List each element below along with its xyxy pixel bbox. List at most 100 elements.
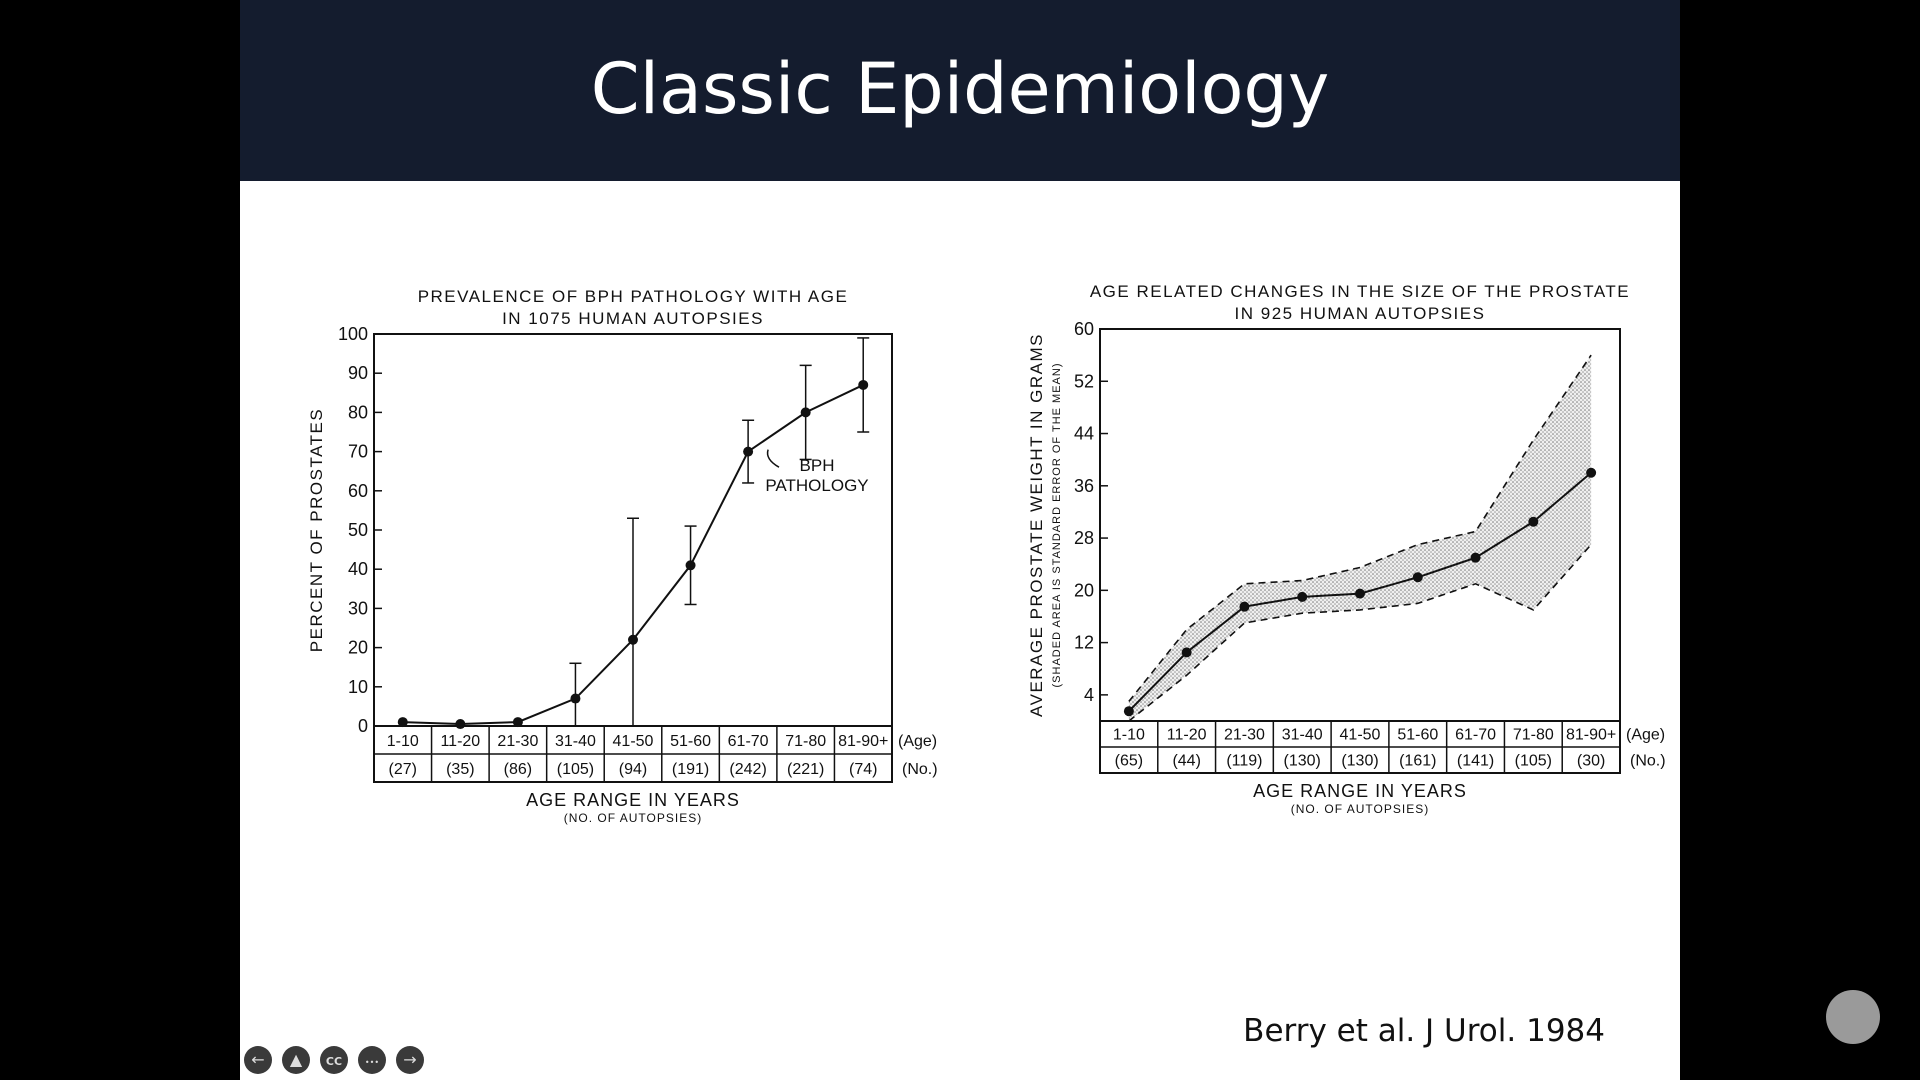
data-point bbox=[570, 693, 581, 704]
y-tick-label: 20 bbox=[348, 638, 368, 658]
y-tick-label: 60 bbox=[348, 481, 368, 501]
y-tick-label: 90 bbox=[348, 363, 368, 383]
autopsy-count-label: (35) bbox=[446, 761, 474, 778]
y-tick-label: 40 bbox=[348, 559, 368, 579]
arrow-left-icon: ← bbox=[251, 1050, 265, 1069]
age-category-label: 81-90+ bbox=[838, 733, 888, 750]
autopsy-count-label: (74) bbox=[849, 761, 877, 778]
chart-title: PREVALENCE OF BPH PATHOLOGY WITH AGE bbox=[418, 287, 849, 306]
autopsy-count-label: (105) bbox=[557, 761, 594, 778]
y-tick-label: 80 bbox=[348, 402, 368, 422]
y-tick-label: 44 bbox=[1074, 424, 1094, 444]
captions-button[interactable]: CC bbox=[320, 1046, 348, 1074]
autopsy-count-label: (130) bbox=[1341, 753, 1378, 770]
next-slide-button[interactable]: → bbox=[396, 1046, 424, 1074]
y-tick-label: 28 bbox=[1074, 528, 1094, 548]
age-category-label: 81-90+ bbox=[1566, 727, 1616, 744]
slide: Classic Epidemiology PREVALENCE OF BPH P… bbox=[240, 0, 1680, 1080]
y-tick-label: 52 bbox=[1074, 371, 1094, 391]
data-point bbox=[512, 717, 523, 728]
data-point bbox=[743, 446, 754, 457]
y-tick-label: 36 bbox=[1074, 476, 1094, 496]
age-row-label: (Age) bbox=[1626, 727, 1665, 744]
data-point bbox=[1181, 647, 1192, 658]
annotation-label: PATHOLOGY bbox=[765, 476, 868, 495]
y-tick-label: 60 bbox=[1074, 319, 1094, 339]
data-point bbox=[1528, 516, 1539, 527]
autopsy-count-label: (94) bbox=[619, 761, 647, 778]
ellipsis-icon: ••• bbox=[364, 1058, 380, 1067]
chart-subtitle: IN 1075 HUMAN AUTOPSIES bbox=[502, 309, 764, 328]
y-tick-label: 30 bbox=[348, 598, 368, 618]
y-tick-label: 12 bbox=[1074, 633, 1094, 653]
autopsy-count-label: (65) bbox=[1115, 753, 1143, 770]
age-row-label: (Age) bbox=[898, 733, 937, 750]
age-category-label: 61-70 bbox=[728, 733, 769, 750]
annotation-arrow bbox=[766, 449, 780, 468]
autopsy-count-label: (27) bbox=[389, 761, 417, 778]
age-category-label: 1-10 bbox=[387, 733, 419, 750]
data-point bbox=[1586, 467, 1597, 478]
citation: Berry et al. J Urol. 1984 bbox=[1243, 1013, 1605, 1049]
age-category-label: 31-40 bbox=[555, 733, 596, 750]
data-point bbox=[1123, 706, 1134, 717]
autopsy-count-label: (242) bbox=[729, 761, 766, 778]
data-point bbox=[397, 717, 408, 728]
y-tick-label: 100 bbox=[338, 324, 368, 344]
autopsy-count-label: (221) bbox=[787, 761, 824, 778]
chart-title: AGE RELATED CHANGES IN THE SIZE OF THE P… bbox=[1090, 282, 1630, 301]
y-tick-label: 10 bbox=[348, 677, 368, 697]
y-axis-sublabel: (SHADED AREA IS STANDARD ERROR OF THE ME… bbox=[1051, 363, 1063, 688]
data-point bbox=[800, 407, 811, 418]
age-category-label: 11-20 bbox=[440, 733, 480, 750]
y-tick-label: 4 bbox=[1084, 685, 1094, 705]
autopsy-count-label: (105) bbox=[1515, 753, 1552, 770]
y-axis-label: AVERAGE PROSTATE WEIGHT IN GRAMS bbox=[1027, 333, 1046, 717]
data-point bbox=[455, 719, 466, 730]
age-category-label: 1-10 bbox=[1113, 727, 1145, 744]
age-category-label: 41-50 bbox=[1340, 727, 1381, 744]
age-category-label: 71-80 bbox=[1513, 727, 1554, 744]
age-category-label: 21-30 bbox=[1224, 727, 1265, 744]
lower-error-line bbox=[1128, 544, 1592, 722]
more-options-button[interactable]: ••• bbox=[358, 1046, 386, 1074]
data-point bbox=[858, 379, 869, 390]
x-axis-label: AGE RANGE IN YEARS bbox=[1253, 781, 1467, 801]
x-axis-sublabel: (NO. OF AUTOPSIES) bbox=[564, 811, 702, 825]
pointer-icon: ▲ bbox=[289, 1050, 303, 1069]
autopsy-count-label: (130) bbox=[1284, 753, 1321, 770]
bph-prevalence-chart: PREVALENCE OF BPH PATHOLOGY WITH AGE IN 1… bbox=[307, 287, 938, 825]
annotation-label: BPH bbox=[800, 456, 835, 475]
age-category-label: 51-60 bbox=[670, 733, 711, 750]
age-category-label: 51-60 bbox=[1397, 727, 1438, 744]
age-category-label: 71-80 bbox=[785, 733, 826, 750]
data-point bbox=[1470, 552, 1481, 563]
prev-slide-button[interactable]: ← bbox=[244, 1046, 272, 1074]
autopsy-count-label: (119) bbox=[1226, 753, 1262, 770]
age-category-label: 61-70 bbox=[1455, 727, 1496, 744]
data-point bbox=[628, 634, 638, 645]
pointer-button[interactable]: ▲ bbox=[282, 1046, 310, 1074]
autopsy-count-label: (191) bbox=[672, 761, 709, 778]
y-tick-label: 50 bbox=[348, 520, 368, 540]
chart-subtitle: IN 925 HUMAN AUTOPSIES bbox=[1235, 304, 1486, 323]
autopsy-count-label: (30) bbox=[1577, 753, 1605, 770]
autopsy-count-label: (86) bbox=[504, 761, 532, 778]
data-point bbox=[1297, 591, 1308, 602]
data-point bbox=[685, 560, 696, 571]
count-row-label: (No.) bbox=[1630, 753, 1666, 770]
slide-header: Classic Epidemiology bbox=[240, 0, 1680, 181]
data-point bbox=[1355, 588, 1365, 599]
age-category-label: 41-50 bbox=[613, 733, 654, 750]
autopsy-count-label: (161) bbox=[1399, 753, 1436, 770]
cc-icon: CC bbox=[325, 1055, 343, 1068]
standard-error-band bbox=[1128, 355, 1592, 721]
y-tick-label: 70 bbox=[348, 442, 368, 462]
age-category-label: 11-20 bbox=[1167, 727, 1207, 744]
presenter-badge bbox=[1826, 990, 1880, 1044]
x-axis-label: AGE RANGE IN YEARS bbox=[526, 790, 740, 810]
x-axis-sublabel: (NO. OF AUTOPSIES) bbox=[1291, 802, 1429, 816]
autopsy-count-label: (44) bbox=[1172, 753, 1200, 770]
data-point bbox=[1239, 601, 1250, 612]
prostate-size-chart: AGE RELATED CHANGES IN THE SIZE OF THE P… bbox=[1027, 282, 1666, 816]
